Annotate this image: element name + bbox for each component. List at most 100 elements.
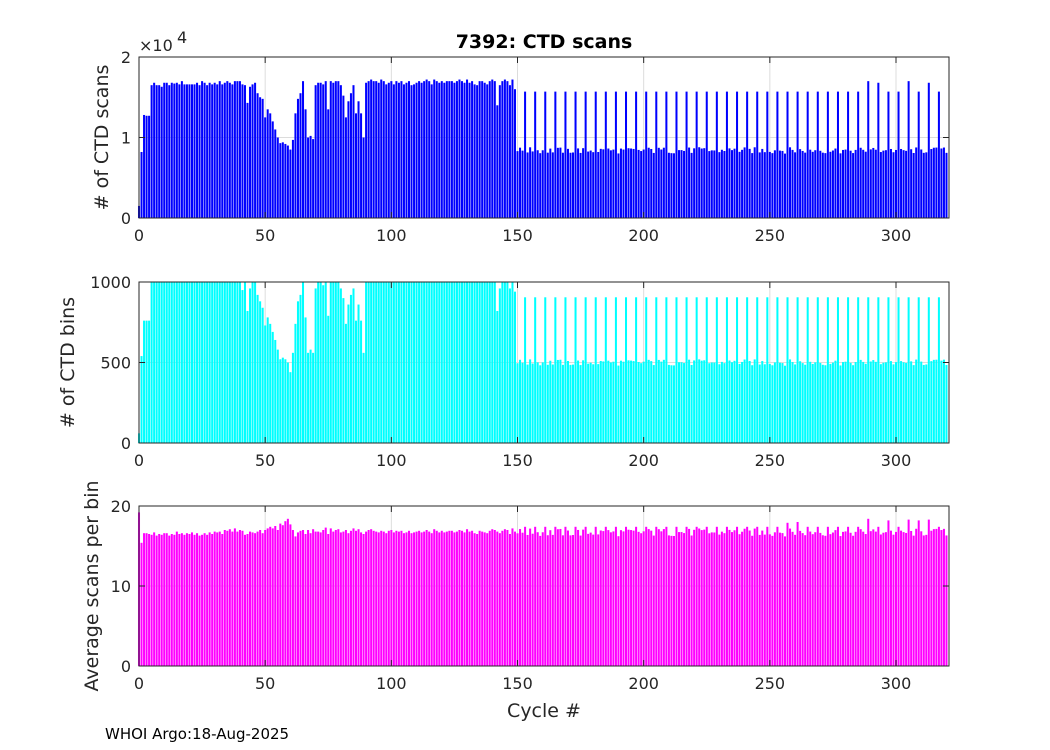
bar (884, 150, 887, 218)
bar (185, 533, 188, 666)
bar (377, 82, 380, 218)
bar (766, 526, 769, 666)
bar (264, 530, 267, 666)
bar (864, 363, 867, 443)
bar (665, 91, 668, 218)
bar (882, 150, 885, 218)
bar (402, 84, 405, 219)
bar (627, 529, 630, 666)
bar (753, 528, 756, 666)
bar (829, 534, 832, 666)
bar (541, 532, 544, 666)
bar (942, 147, 945, 218)
bar (905, 532, 908, 666)
bar (685, 91, 688, 218)
bar (743, 147, 746, 218)
bar (175, 282, 178, 443)
bar (140, 542, 143, 666)
bar (468, 282, 471, 443)
y-axis-label: # of CTD bins (57, 297, 79, 428)
bar (296, 301, 299, 443)
bar (811, 534, 814, 666)
bar (900, 530, 903, 666)
bar (852, 365, 855, 443)
bar (695, 91, 698, 218)
bar (862, 531, 865, 666)
bar (609, 362, 612, 443)
bar (723, 533, 726, 666)
bar (614, 526, 617, 666)
bar (259, 301, 262, 443)
bar (360, 532, 363, 666)
bar (463, 532, 466, 666)
bar (539, 365, 542, 443)
bar (145, 320, 148, 443)
bar (183, 282, 186, 443)
x-tick-label: 50 (255, 674, 275, 693)
bar (481, 81, 484, 219)
bar (372, 282, 375, 443)
bar (519, 147, 522, 218)
bar (670, 365, 673, 443)
bar (897, 91, 900, 218)
bar (680, 532, 683, 666)
bar (791, 149, 794, 218)
bar (561, 152, 564, 218)
bar (508, 534, 511, 666)
bar (153, 82, 156, 218)
bar (816, 526, 819, 666)
bar (725, 297, 728, 443)
bar (836, 91, 839, 218)
bar (466, 79, 469, 218)
panel-avg-scans-per-bin: 0 50 100 150 200 250 300 0 10 20 Average scans per… (81, 480, 950, 693)
bar (887, 297, 890, 443)
bar (145, 115, 148, 218)
bar (471, 81, 474, 219)
bar (657, 529, 660, 666)
bar (415, 282, 418, 443)
bar (910, 361, 913, 443)
bar (844, 149, 847, 218)
bar (637, 362, 640, 443)
bar (746, 297, 749, 443)
bar (900, 148, 903, 218)
bar (826, 297, 829, 443)
bar (884, 362, 887, 443)
bar (413, 84, 416, 219)
bar (198, 85, 201, 219)
bar (766, 91, 769, 218)
bar (173, 282, 176, 443)
bar (471, 530, 474, 666)
bar (794, 152, 797, 218)
bar (599, 148, 602, 218)
bar (872, 147, 875, 218)
bar (473, 282, 476, 443)
bar (455, 81, 458, 219)
bar (508, 85, 511, 219)
bar (892, 534, 895, 666)
bar (932, 359, 935, 443)
bar (912, 152, 915, 218)
bar (413, 532, 416, 666)
bar (443, 282, 446, 443)
bar (188, 282, 191, 443)
bar (218, 531, 221, 666)
bar (667, 152, 670, 218)
bar (208, 82, 211, 218)
bar (380, 530, 383, 666)
bar (917, 91, 920, 218)
bar (705, 526, 708, 666)
bar (602, 361, 605, 443)
bar (544, 526, 547, 666)
bar (274, 339, 277, 443)
bar (783, 153, 786, 218)
bar (589, 362, 592, 443)
bar (440, 530, 443, 666)
bar (925, 364, 928, 443)
bar (185, 84, 188, 219)
bar (165, 533, 168, 666)
bar (771, 153, 774, 218)
bar (834, 360, 837, 443)
bar (867, 518, 870, 666)
bar (362, 352, 365, 443)
